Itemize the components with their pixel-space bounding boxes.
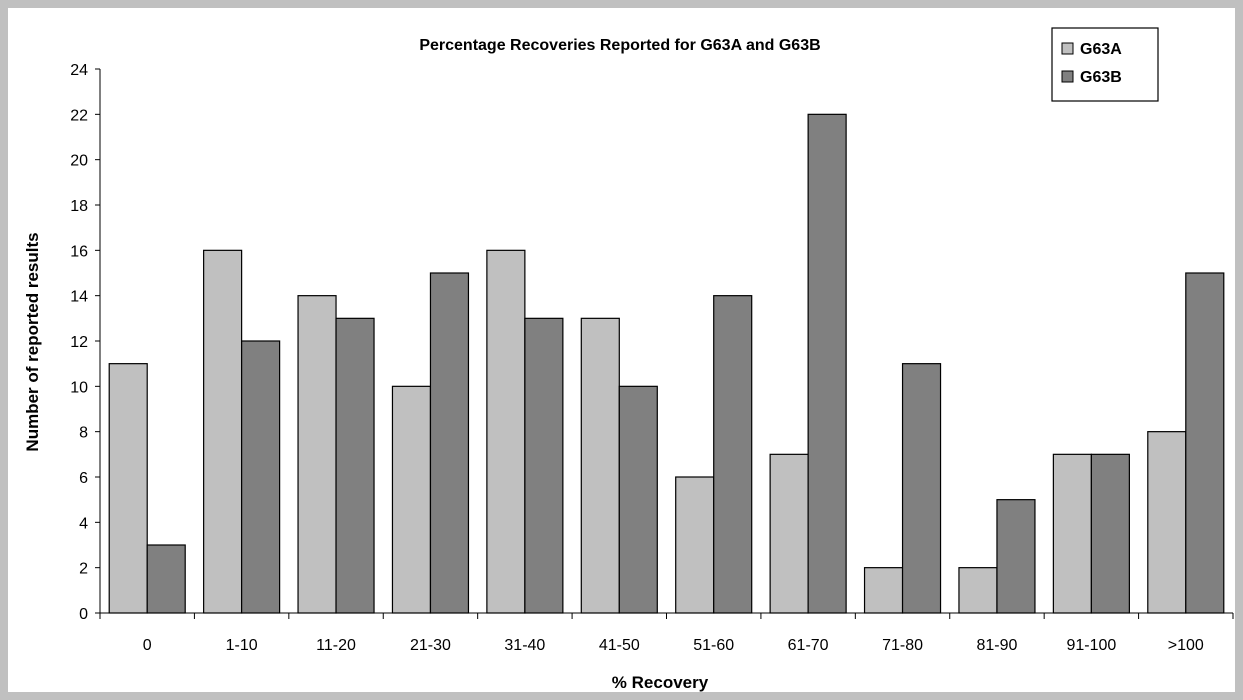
y-tick-label: 12: [70, 334, 88, 351]
y-tick-label: 22: [70, 107, 88, 124]
bar-g63b-7: [807, 113, 847, 614]
bars: [108, 113, 1225, 614]
x-tick-label: 11-20: [316, 637, 356, 654]
x-tick-label: 1-10: [226, 637, 258, 654]
y-tick-label: 14: [70, 289, 88, 306]
bar-g63a-2: [297, 295, 337, 614]
x-tick-label: 91-100: [1066, 637, 1116, 654]
legend-swatch-g63a: [1061, 42, 1074, 55]
bar-g63a-4: [486, 249, 526, 614]
x-axis: 0 1-10 11-20 21-30 31-40 41-50 51-60 61-70 71-80…: [99, 612, 1234, 654]
x-tick-label: 21-30: [410, 637, 451, 654]
legend: G63A G63B: [1051, 27, 1159, 102]
x-tick-label: 41-50: [599, 637, 640, 654]
bar-g63b-3: [429, 272, 470, 614]
bar-g63a-0: [108, 363, 148, 614]
y-tick-label: 18: [70, 198, 88, 215]
x-tick-label: 61-70: [788, 637, 829, 654]
bar-g63b-4: [524, 317, 564, 614]
bar-g63a-9: [958, 567, 998, 614]
bar-g63a-3: [391, 385, 432, 614]
bar-g63a-7: [769, 453, 809, 614]
bar-g63a-6: [675, 476, 715, 614]
bar-g63b-9: [996, 499, 1036, 614]
x-tick-label: 31-40: [504, 637, 545, 654]
legend-swatch-g63b: [1061, 70, 1074, 83]
y-tick-label: 2: [79, 561, 88, 578]
bar-g63b-10: [1090, 453, 1130, 614]
x-tick-label: 81-90: [976, 637, 1017, 654]
y-tick-label: 8: [79, 425, 88, 442]
bar-g63b-2: [335, 317, 375, 614]
bar-g63b-11: [1185, 272, 1225, 614]
x-axis-label: % Recovery: [612, 673, 709, 692]
bar-g63b-0: [146, 544, 186, 614]
x-tick-label: >100: [1168, 637, 1204, 654]
y-tick-label: 6: [79, 470, 88, 487]
y-tick-label: 10: [70, 379, 88, 396]
bar-g63b-1: [241, 340, 281, 614]
bar-g63a-1: [203, 249, 243, 614]
y-tick-label: 0: [79, 606, 88, 623]
y-axis-label: Number of reported results: [23, 232, 42, 451]
x-tick-label: 51-60: [693, 637, 734, 654]
legend-label-g63a: G63A: [1080, 41, 1122, 58]
bar-g63a-8: [863, 567, 904, 614]
legend-box: [1051, 27, 1159, 102]
bar-g63b-8: [901, 363, 942, 614]
bar-g63b-5: [618, 385, 658, 614]
bar-g63a-11: [1147, 431, 1187, 614]
bar-g63b-6: [713, 295, 753, 614]
x-tick-label: 71-80: [882, 637, 923, 654]
y-tick-label: 24: [70, 62, 88, 79]
bar-g63a-10: [1052, 453, 1092, 614]
y-tick-label: 20: [70, 153, 88, 170]
y-tick-label: 4: [79, 515, 88, 532]
chart-title: Percentage Recoveries Reported for G63A …: [419, 37, 820, 54]
y-tick-label: 16: [70, 243, 88, 260]
x-tick-label: 0: [143, 637, 152, 654]
legend-label-g63b: G63B: [1080, 69, 1122, 86]
bar-g63a-5: [580, 317, 620, 614]
